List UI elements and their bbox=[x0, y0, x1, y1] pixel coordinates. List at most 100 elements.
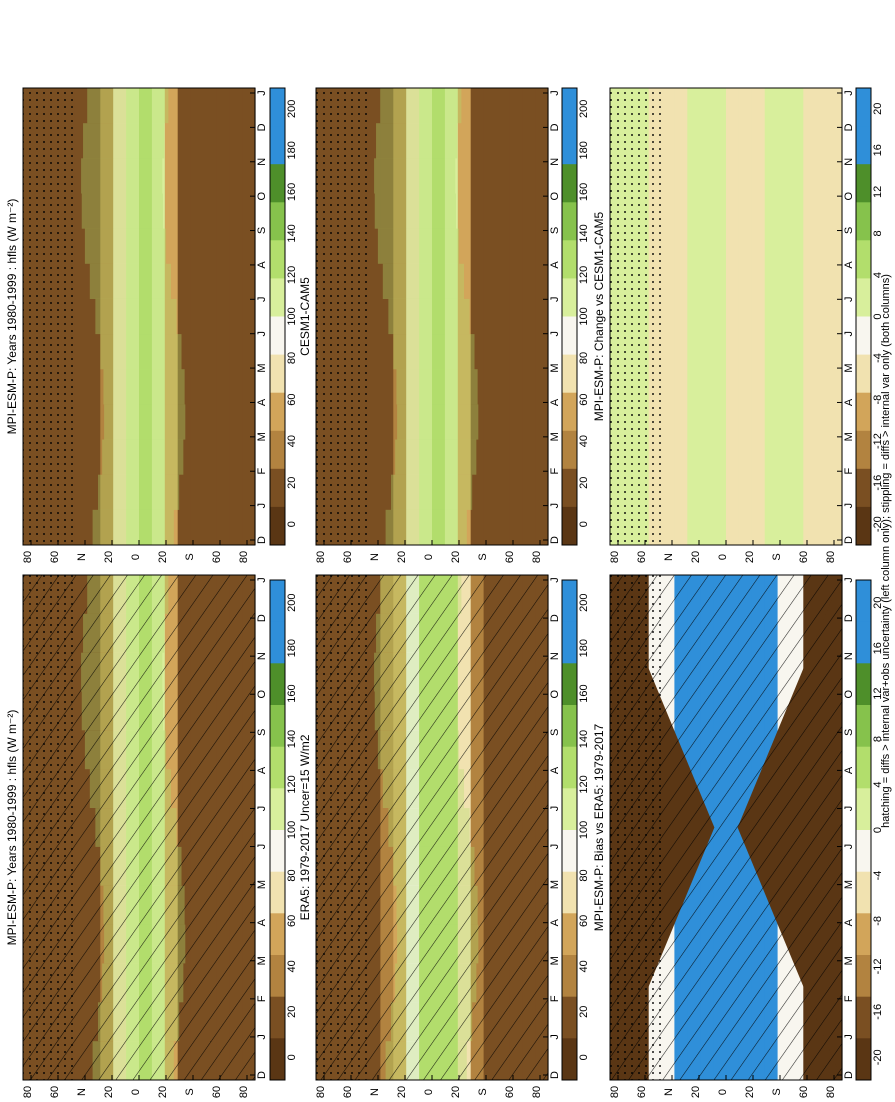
lat-band bbox=[751, 88, 766, 545]
month-tick-label: O bbox=[256, 689, 268, 698]
month-tick-label: N bbox=[256, 652, 268, 660]
colorbar-swatch bbox=[270, 88, 285, 127]
month-tick-label: M bbox=[843, 956, 855, 965]
lat-tick-label: 20 bbox=[744, 551, 756, 563]
month-tick-label: O bbox=[549, 689, 561, 698]
lat-band bbox=[790, 88, 804, 545]
colorbar-swatch bbox=[856, 913, 871, 956]
colorbar-swatch bbox=[562, 788, 577, 831]
colorbar-swatch bbox=[856, 871, 871, 914]
colorbar-label: 20 bbox=[578, 1006, 590, 1018]
month-tick-label: J bbox=[843, 806, 855, 812]
colorbar-swatch bbox=[562, 278, 577, 317]
colorbar-swatch bbox=[562, 746, 577, 789]
colorbar-swatch bbox=[856, 996, 871, 1039]
lat-band bbox=[216, 88, 230, 545]
colorbar-swatch bbox=[856, 468, 871, 508]
panel-comparison_model: 80 60 N 20 0 20 S 60 80DJFMAMJJASONDJCESM1-CAM52… bbox=[298, 87, 590, 563]
month-tick-label: J bbox=[549, 331, 561, 337]
stippling bbox=[316, 575, 368, 1080]
lat-tick-label: 80 bbox=[531, 551, 543, 563]
colorbar-swatch bbox=[856, 278, 871, 317]
colorbar-label: 0 bbox=[286, 521, 298, 527]
lat-tick-label: 0 bbox=[130, 1089, 142, 1095]
lat-tick-label: 0 bbox=[717, 1089, 729, 1095]
season-band bbox=[382, 263, 465, 299]
season-band bbox=[100, 334, 182, 370]
colorbar-swatch bbox=[562, 240, 577, 279]
lat-band bbox=[100, 88, 114, 545]
month-tick-label: J bbox=[256, 503, 268, 509]
month-tick-label: J bbox=[549, 1034, 561, 1040]
month-tick-label: J bbox=[549, 503, 561, 509]
panel-title: MPI-ESM-P: Change vs CESM1-CAM5 bbox=[592, 211, 606, 421]
lat-band bbox=[242, 88, 256, 545]
stippling bbox=[23, 575, 75, 1080]
colorbar-label: -16 bbox=[872, 475, 884, 491]
season-band bbox=[377, 228, 460, 264]
colorbar-swatch bbox=[562, 871, 577, 914]
colorbar-label: 200 bbox=[286, 594, 298, 612]
lat-band bbox=[764, 88, 779, 545]
lat-band bbox=[726, 88, 740, 545]
colorbar-swatch bbox=[856, 788, 871, 831]
colorbar-label: 120 bbox=[578, 266, 590, 284]
colorbar: 20 16 12 8 4 0 -4 -8 -12 -16 -20 bbox=[855, 87, 884, 546]
panels: 80 60 N 20 0 20 S 60 80DJFMAMJJASONDJMPI-ESM-P: … bbox=[5, 87, 884, 1098]
lat-tick-label: 60 bbox=[342, 1086, 354, 1098]
colorbar-label: 20 bbox=[872, 597, 884, 609]
month-tick-label: F bbox=[256, 468, 268, 475]
colorbar-swatch bbox=[562, 506, 577, 546]
lat-tick-label: 80 bbox=[22, 1086, 34, 1098]
month-tick-label: N bbox=[256, 158, 268, 166]
colorbar-label: 60 bbox=[578, 393, 590, 405]
month-tick-label: M bbox=[256, 432, 268, 441]
colorbar-swatch bbox=[270, 316, 285, 356]
colorbar-label: 80 bbox=[286, 869, 298, 881]
lat-tick-label: 20 bbox=[103, 551, 115, 563]
colorbar-swatch bbox=[270, 202, 285, 241]
lat-tick-label: S bbox=[477, 1088, 489, 1095]
month-tick-label: J bbox=[843, 90, 855, 96]
colorbar-swatch bbox=[562, 955, 577, 998]
colorbar-label: 80 bbox=[578, 352, 590, 364]
season-band bbox=[83, 123, 165, 159]
lat-band bbox=[190, 88, 205, 545]
lat-tick-label: 20 bbox=[690, 1086, 702, 1098]
lat-tick-label: S bbox=[184, 553, 196, 560]
colorbar-swatch bbox=[270, 913, 285, 956]
colorbar-label: 140 bbox=[286, 224, 298, 242]
colorbar-label: 40 bbox=[578, 435, 590, 447]
lat-tick-label: 80 bbox=[531, 1086, 543, 1098]
month-tick-label: J bbox=[549, 806, 561, 812]
month-tick-label: D bbox=[843, 536, 855, 544]
colorbar-swatch bbox=[270, 788, 285, 831]
lat-band bbox=[829, 88, 843, 545]
lat-band bbox=[535, 88, 549, 545]
month-tick-label: D bbox=[256, 1071, 268, 1079]
lat-tick-label: 20 bbox=[450, 551, 462, 563]
panel-model_climatology_repeat: 80 60 N 20 0 20 S 60 80DJFMAMJJASONDJMPI-ESM-P: … bbox=[5, 87, 298, 563]
month-tick-label: M bbox=[549, 364, 561, 373]
lat-band bbox=[713, 88, 727, 545]
month-tick-label: D bbox=[549, 614, 561, 622]
month-tick-label: S bbox=[549, 729, 561, 736]
lat-tick-label: 20 bbox=[103, 1086, 115, 1098]
month-tick-label: A bbox=[256, 398, 268, 406]
month-tick-label: D bbox=[256, 123, 268, 131]
lat-tick-label: 0 bbox=[423, 554, 435, 560]
colorbar-label: 180 bbox=[578, 639, 590, 657]
month-tick-label: D bbox=[256, 614, 268, 622]
colorbar-label: -12 bbox=[872, 433, 884, 449]
month-tick-label: M bbox=[256, 364, 268, 373]
colorbar-swatch bbox=[562, 202, 577, 241]
colorbar-swatch bbox=[856, 580, 871, 623]
month-tick-label: D bbox=[549, 123, 561, 131]
colorbar-label: 200 bbox=[286, 100, 298, 118]
month-tick-label: J bbox=[843, 331, 855, 337]
month-tick-label: S bbox=[549, 227, 561, 234]
month-tick-label: N bbox=[549, 158, 561, 166]
month-tick-label: M bbox=[256, 956, 268, 965]
